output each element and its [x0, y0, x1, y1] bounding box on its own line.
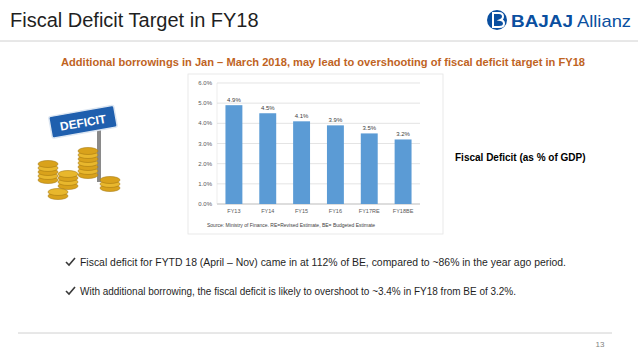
- y-tick-label: 2.0%: [198, 161, 212, 167]
- header-rule: [0, 41, 638, 42]
- sign-label: DEFICIT: [59, 112, 108, 134]
- slide: Fiscal Deficit Target in FY18 BAJAJAllian…: [0, 0, 638, 359]
- grid-line: [217, 204, 420, 205]
- bars: [225, 105, 411, 204]
- chart-source: Source: Ministry of Finance. RE=Revised …: [207, 222, 375, 228]
- y-tick-label: 3.0%: [198, 141, 212, 147]
- x-tick-label: FY15: [295, 208, 308, 214]
- bar: [361, 133, 378, 204]
- y-tick-label: 1.0%: [198, 181, 212, 187]
- grid-line: [217, 103, 420, 104]
- slide-title: Fiscal Deficit Target in FY18: [10, 9, 259, 31]
- bar: [259, 113, 276, 204]
- grid-line: [217, 183, 420, 184]
- x-axis: [217, 204, 420, 205]
- x-tick-label: FY17RE: [359, 208, 380, 214]
- grid-line: [217, 143, 420, 144]
- chart-title: Fiscal Deficit (as % of GDP): [455, 152, 586, 163]
- sign-board: [49, 105, 118, 138]
- x-tick-label: FY13: [227, 208, 240, 214]
- sign: DEFICIT: [49, 105, 118, 138]
- grid-line: [217, 163, 420, 164]
- bullet-check: [66, 287, 75, 294]
- coin: [38, 161, 58, 168]
- x-tick-label: FY16: [329, 208, 342, 214]
- coin: [78, 148, 98, 155]
- data-label: 4.5%: [261, 105, 275, 111]
- chart-frame: [188, 74, 443, 234]
- grid-line: [217, 83, 420, 84]
- logo: BAJAJAllianz: [487, 10, 631, 31]
- logo-partner: Allianz: [577, 12, 631, 31]
- y-tick-label: 4.0%: [198, 120, 212, 126]
- x-tick-label: FY18BE: [393, 208, 414, 214]
- logo-brand: BAJAJ: [511, 12, 573, 31]
- data-label: 3.2%: [396, 131, 410, 137]
- y-tick-label: 5.0%: [198, 100, 212, 106]
- chart: 0.0% 1.0% 2.0% 3.0% 4.0% 5.0% 6.0% 4.9% FY13 4.5%…: [188, 74, 443, 234]
- coin: [58, 171, 78, 178]
- y-axis: [217, 83, 218, 204]
- coin: [100, 177, 120, 184]
- x-tick-label: FY14: [261, 208, 274, 214]
- deficit-icon: DEFICIT: [38, 105, 120, 199]
- bar: [327, 125, 344, 204]
- logo-emblem-mark: [493, 13, 504, 27]
- bar: [225, 105, 242, 204]
- grid-line: [217, 123, 420, 124]
- bullet-check: [66, 258, 75, 265]
- y-tick-label: 0.0%: [198, 201, 212, 207]
- footer-rule: [18, 333, 612, 334]
- y-tick-label: 6.0%: [198, 80, 212, 86]
- data-label: 3.9%: [329, 117, 343, 123]
- data-label: 3.5%: [362, 125, 376, 131]
- coin: [48, 189, 68, 196]
- bar: [395, 139, 412, 204]
- bullet-text: Fiscal deficit for FYTD 18 (April – Nov)…: [80, 256, 566, 268]
- bullet-text: With additional borrowing, the fiscal de…: [80, 285, 516, 297]
- bar: [293, 121, 310, 204]
- background: [0, 0, 638, 359]
- data-label: 4.1%: [295, 113, 309, 119]
- page-number: 13: [596, 340, 605, 349]
- slide-subtitle: Additional borrowings in Jan – March 201…: [61, 56, 585, 68]
- logo-emblem: [487, 10, 507, 30]
- data-label: 4.9%: [227, 97, 241, 103]
